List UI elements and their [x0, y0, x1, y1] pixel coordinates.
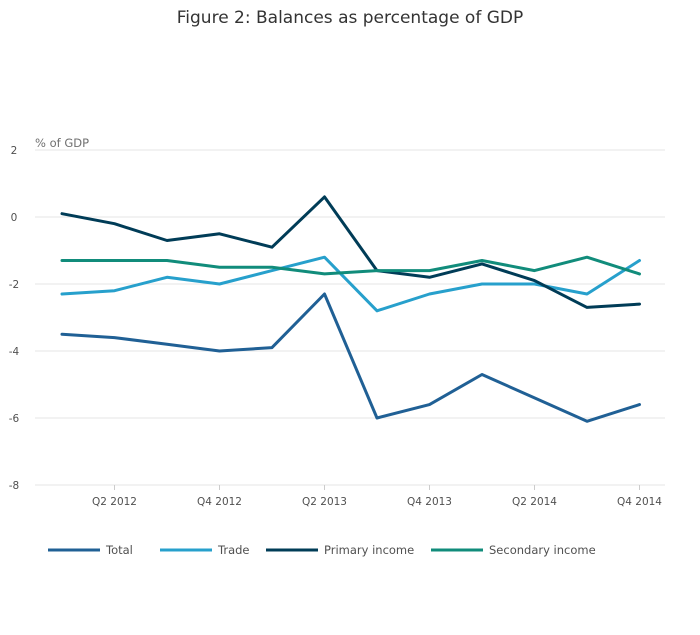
x-tick-label: Q2 2014: [512, 496, 557, 508]
y-tick-label: -6: [9, 413, 20, 425]
y-tick-label: 2: [11, 145, 18, 157]
chart-title: Figure 2: Balances as percentage of GDP: [177, 8, 523, 28]
legend-label: Secondary income: [489, 543, 596, 557]
legend-item-secondary-income[interactable]: Secondary income: [431, 543, 596, 557]
legend-label: Primary income: [324, 543, 414, 557]
x-tick-label: Q4 2013: [407, 496, 452, 508]
legend: Total Trade Primary income Secondary income: [48, 543, 596, 557]
x-tick-label: Q4 2012: [197, 496, 242, 508]
gridlines: [35, 149, 665, 486]
y-tick-label: 0: [11, 212, 18, 224]
series-lines: [60, 195, 641, 423]
series-line-total: [60, 292, 641, 423]
legend-label: Total: [105, 543, 133, 557]
y-axis-unit-label: % of GDP: [35, 136, 89, 150]
legend-item-primary-income[interactable]: Primary income: [266, 543, 414, 557]
series-line-secondary-income: [60, 255, 641, 276]
legend-label: Trade: [217, 543, 250, 557]
y-axis-ticks: 2 0 -2 -4 -6 -8: [9, 145, 20, 492]
x-tick-label: Q2 2012: [92, 496, 137, 508]
y-tick-label: -8: [9, 480, 19, 492]
y-tick-label: -2: [9, 279, 19, 291]
x-tick-label: Q2 2013: [302, 496, 347, 508]
series-line-primary-income: [60, 195, 641, 309]
y-tick-label: -4: [9, 346, 20, 358]
legend-item-total[interactable]: Total: [48, 543, 133, 557]
legend-item-trade[interactable]: Trade: [160, 543, 250, 557]
x-axis-ticks: Q2 2012 Q4 2012 Q2 2013 Q4 2013 Q2 2014 Q4 20…: [92, 485, 662, 508]
x-tick-label: Q4 2014: [617, 496, 662, 508]
